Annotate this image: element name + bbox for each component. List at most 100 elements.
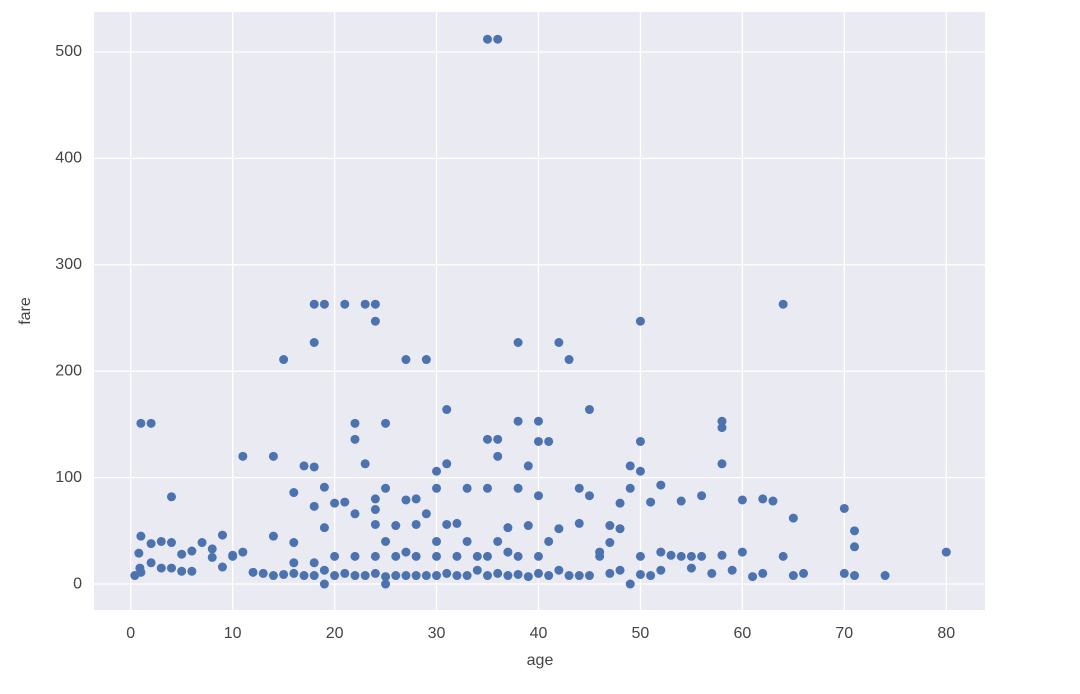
point [941,547,951,557]
point [299,461,309,471]
point [544,536,554,546]
point [207,552,217,562]
point [217,530,227,540]
x-tick-label: 60 [733,625,751,642]
point [737,547,747,557]
point [309,558,319,568]
x-tick-label: 20 [326,625,344,642]
point [370,299,380,309]
point [523,461,533,471]
point [289,568,299,578]
point [625,579,635,589]
point [554,524,564,534]
point [432,536,442,546]
point [381,536,391,546]
y-tick-label: 300 [55,256,82,273]
point [758,568,768,578]
point [330,571,340,581]
point [207,544,217,554]
point [686,551,696,561]
point [686,563,696,573]
point [432,551,442,561]
point [503,547,513,557]
point [197,538,207,548]
point [615,565,625,575]
point [309,462,319,472]
point [309,501,319,511]
point [513,416,523,426]
point [421,571,431,581]
point [432,466,442,476]
point [228,550,238,560]
point [748,572,758,582]
point [584,405,594,415]
point [299,571,309,581]
point [391,571,401,581]
x-tick-label: 0 [126,625,135,642]
point [370,519,380,529]
point [483,551,493,561]
point [319,299,329,309]
point [717,416,727,426]
point [452,551,462,561]
point [309,337,319,347]
point [799,568,809,578]
point [330,551,340,561]
point [625,483,635,493]
point [493,536,503,546]
point [554,337,564,347]
point [533,491,543,501]
point [401,547,411,557]
point [788,571,798,581]
point [493,451,503,461]
point [462,483,472,493]
point [401,495,411,505]
point [584,491,594,501]
point [411,494,421,504]
point [483,34,493,44]
point [360,571,370,581]
point [136,418,146,428]
x-tick-label: 30 [428,625,446,642]
point [381,418,391,428]
x-tick-label: 50 [632,625,650,642]
point [411,571,421,581]
point [605,538,615,548]
point [697,551,707,561]
point [289,538,299,548]
point [217,562,227,572]
point [503,571,513,581]
point [625,461,635,471]
point [360,299,370,309]
point [319,482,329,492]
point [646,497,656,507]
point [432,483,442,493]
point [401,571,411,581]
point [880,571,890,581]
point [778,551,788,561]
point [544,436,554,446]
point [788,513,798,523]
point [360,459,370,469]
point [533,416,543,426]
point [340,568,350,578]
point [340,497,350,507]
point [391,521,401,531]
point [839,503,849,513]
point [350,418,360,428]
point [656,565,666,575]
point [401,355,411,365]
point [656,480,666,490]
point [136,567,146,577]
point [319,523,329,533]
point [166,538,176,548]
point [330,498,340,508]
point [432,571,442,581]
point [134,548,144,558]
point [513,551,523,561]
point [166,492,176,502]
point [523,572,533,582]
point [289,558,299,568]
point [574,518,584,528]
